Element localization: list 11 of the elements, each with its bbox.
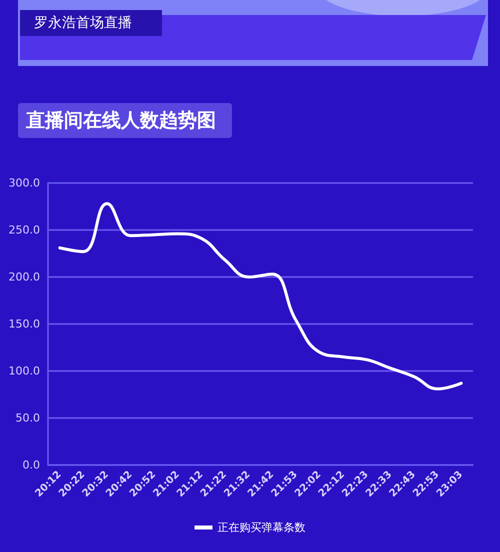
y-tick-label: 150.0 bbox=[8, 318, 40, 330]
y-tick-label: 100.0 bbox=[8, 364, 40, 378]
chart-title: 罗永浩首场直播 bbox=[34, 15, 132, 31]
chart-subtitle: 直播间在线人数趋势图 bbox=[25, 110, 216, 132]
line-series bbox=[58, 202, 463, 390]
y-tick-label: 200.0 bbox=[8, 270, 40, 284]
legend-label: 正在购买弹幕条数 bbox=[218, 521, 306, 534]
y-tick-label: 0.0 bbox=[22, 458, 40, 472]
y-tick-label: 250.0 bbox=[8, 224, 40, 236]
y-tick-label: 50.0 bbox=[16, 412, 40, 424]
y-tick-label: 300.0 bbox=[8, 176, 40, 190]
